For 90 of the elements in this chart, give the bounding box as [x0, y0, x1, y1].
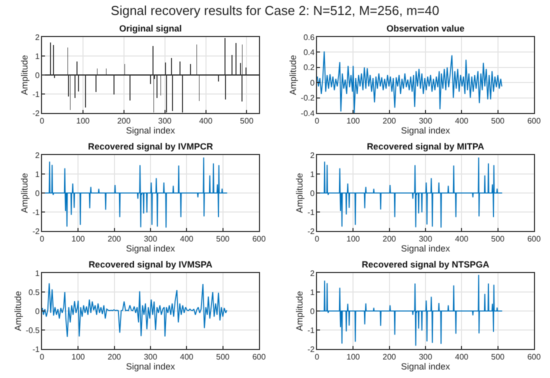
x-tick-label: 600: [252, 234, 266, 244]
line-series: [42, 282, 228, 338]
x-tick-label: 600: [527, 234, 542, 244]
y-tick-label: -1: [307, 326, 316, 335]
x-axis-title: Signal index: [126, 243, 176, 254]
x-tick-label: 500: [491, 234, 506, 244]
x-tick-label: 300: [144, 352, 158, 362]
y-tick-label: -0.5: [26, 326, 40, 335]
y-axis-title: Amplitude: [20, 54, 30, 96]
y-tick-label: 1: [35, 170, 40, 179]
chart-title: Original signal: [119, 23, 182, 34]
chart-title: Recovered signal by MITPA: [366, 141, 485, 152]
y-axis-title: Amplitude: [13, 290, 24, 332]
x-tick-label: 400: [454, 234, 469, 244]
y-axis-title: Amplitude: [294, 172, 305, 214]
x-axis-title: Signal index: [400, 125, 451, 136]
line-series: [317, 50, 502, 113]
x-tick-label: 100: [71, 352, 86, 362]
text: Signal recovery results for Case 2: N=512, M=256, m=40: [110, 2, 440, 20]
x-tick-label: 100: [76, 116, 90, 126]
y-tick-label: 1: [35, 52, 40, 61]
y-tick-label: -1: [32, 344, 40, 354]
chart-title: Observation value: [386, 23, 465, 34]
y-tick-label: -2: [32, 226, 40, 236]
y-tick-label: -1: [32, 208, 40, 217]
x-tick-label: 400: [454, 116, 469, 126]
y-tick-label: -2: [307, 344, 316, 354]
y-tick-label: 1: [35, 268, 40, 278]
x-axis-title: Signal index: [126, 361, 176, 372]
x-tick-label: 100: [346, 352, 360, 362]
y-tick-label: 2: [310, 150, 316, 160]
y-tick-label: 0.2: [303, 63, 316, 72]
x-tick-label: 600: [252, 352, 266, 362]
x-tick-label: 200: [382, 234, 397, 244]
y-tick-label: 0: [310, 78, 316, 88]
y-tick-label: 0: [35, 188, 40, 198]
x-tick-label: 500: [216, 234, 230, 244]
x-tick-label: 300: [418, 234, 433, 244]
y-tick-label: 0.5: [28, 288, 40, 297]
x-tick-label: 200: [382, 352, 397, 362]
x-tick-label: 300: [418, 116, 433, 126]
y-axis-title: Amplitude: [288, 54, 298, 96]
x-tick-label: 600: [527, 352, 542, 362]
chart-title: Recovered signal by IVMSPA: [88, 259, 213, 270]
x-tick-label: 500: [216, 352, 230, 362]
x-tick-label: 100: [346, 116, 360, 126]
y-tick-label: -1: [307, 208, 316, 217]
y-tick-label: 2: [310, 268, 316, 278]
x-tick-label: 400: [180, 352, 194, 362]
y-tick-label: 1: [310, 170, 316, 179]
x-tick-label: 600: [527, 116, 542, 126]
y-axis-title: Amplitude: [20, 172, 30, 214]
y-tick-label: 0: [310, 306, 316, 316]
x-axis-title: Signal index: [400, 243, 451, 254]
y-tick-label: 0: [310, 188, 316, 198]
x-tick-label: 300: [418, 352, 433, 362]
x-tick-label: 500: [491, 352, 506, 362]
y-tick-label: -2: [32, 108, 40, 118]
y-tick-label: -2: [307, 226, 316, 236]
y-axis-title: Amplitude: [294, 290, 305, 332]
chart-title: Recovered signal by IVMPCR: [88, 141, 214, 152]
y-tick-label: 2: [35, 150, 40, 160]
y-tick-label: 1: [310, 288, 316, 297]
y-tick-label: -0.4: [300, 108, 316, 118]
y-tick-label: 0.4: [303, 48, 316, 57]
x-tick-label: 300: [144, 234, 158, 244]
x-tick-label: 200: [382, 116, 397, 126]
x-tick-label: 400: [199, 116, 213, 126]
y-tick-label: 2: [35, 32, 40, 42]
line-series: [317, 274, 503, 346]
x-tick-label: 400: [180, 234, 194, 244]
y-tick-label: -1: [32, 90, 40, 99]
x-tick-label: 200: [108, 234, 122, 244]
x-tick-label: 100: [71, 234, 86, 244]
x-tick-label: 500: [240, 116, 254, 126]
line-series: [317, 156, 503, 228]
y-tick-label: -0.2: [300, 94, 316, 103]
x-tick-label: 400: [454, 352, 469, 362]
y-tick-label: 0: [35, 70, 40, 80]
x-tick-label: 500: [491, 116, 506, 126]
y-tick-label: 0.6: [303, 32, 316, 42]
x-axis-title: Signal index: [126, 125, 176, 136]
y-tick-label: 0: [35, 306, 40, 316]
line-series: [42, 156, 228, 228]
x-tick-label: 100: [346, 234, 360, 244]
x-tick-label: 300: [158, 116, 172, 126]
x-axis-title: Signal index: [400, 361, 451, 372]
x-tick-label: 200: [117, 116, 132, 126]
chart-title: Recovered signal by NTSPGA: [362, 259, 490, 270]
x-tick-label: 200: [108, 352, 122, 362]
